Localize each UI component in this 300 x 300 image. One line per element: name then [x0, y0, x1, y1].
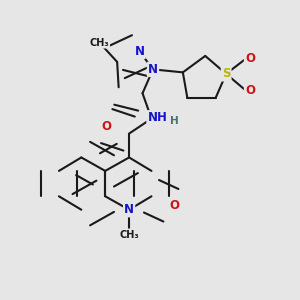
Text: N: N [124, 203, 134, 216]
Text: N: N [148, 63, 158, 76]
Text: O: O [102, 120, 112, 133]
Text: O: O [245, 52, 255, 65]
Text: N: N [134, 45, 145, 58]
Text: S: S [222, 68, 230, 80]
Text: NH: NH [148, 111, 167, 124]
Text: CH₃: CH₃ [119, 230, 139, 239]
Text: O: O [169, 199, 179, 212]
Text: O: O [245, 84, 255, 97]
Text: CH₃: CH₃ [89, 38, 109, 47]
Text: H: H [170, 116, 179, 126]
